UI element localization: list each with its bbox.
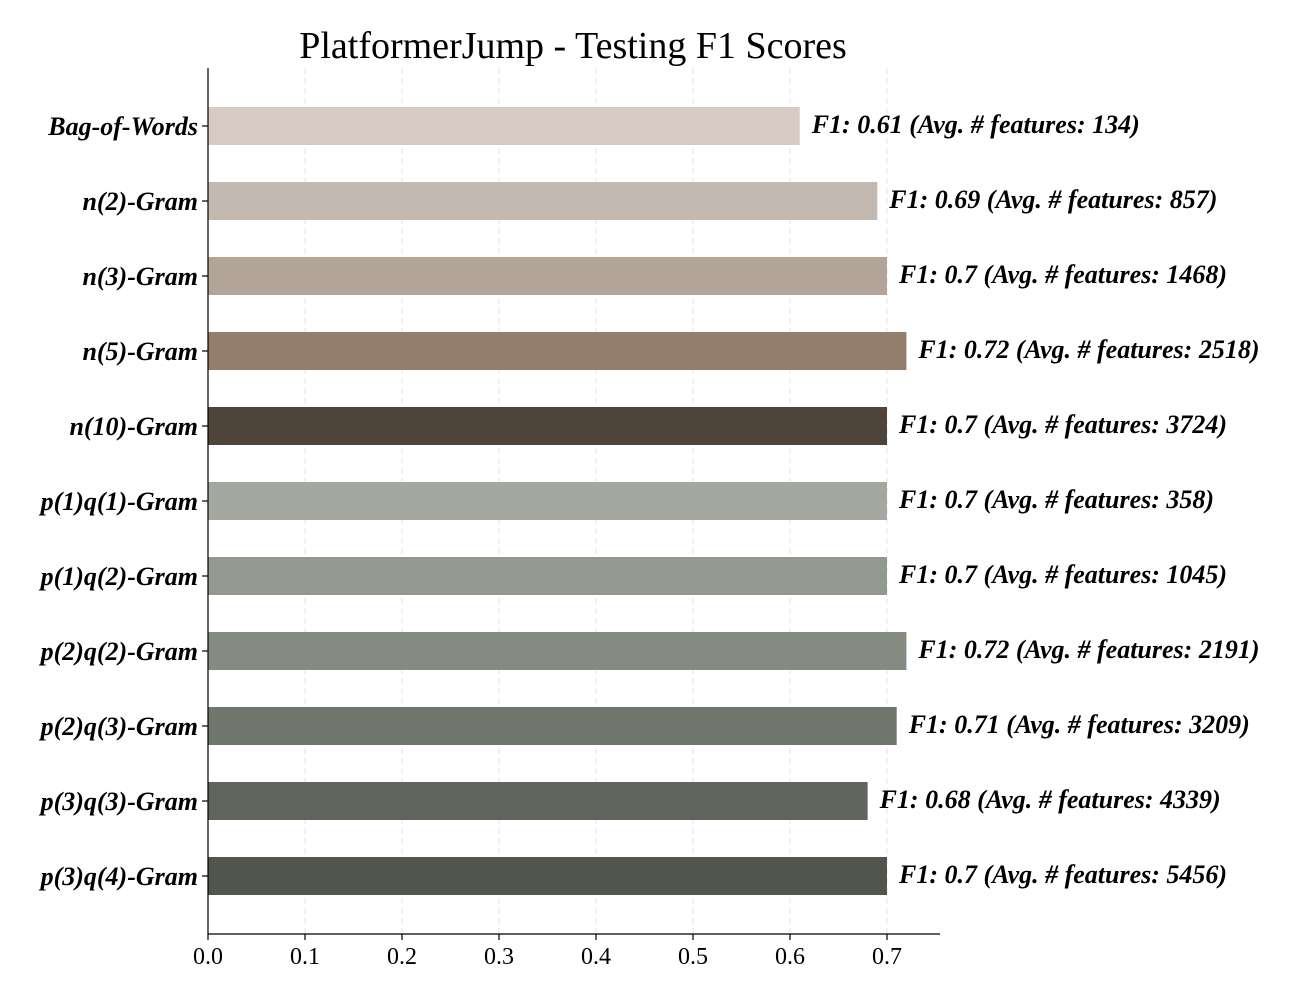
data-label: F1: 0.72 (Avg. # features: 2191): [917, 635, 1259, 664]
x-tick-label: 0.0: [193, 944, 223, 970]
bars: [208, 107, 907, 895]
category-label: n(10)-Gram: [69, 412, 198, 441]
data-label: F1: 0.7 (Avg. # features: 1468): [898, 260, 1227, 289]
category-label: n(3)-Gram: [82, 262, 198, 291]
category-label: n(2)-Gram: [82, 187, 198, 216]
category-label: p(3)q(4)-Gram: [39, 862, 198, 891]
category-label: p(1)q(2)-Gram: [39, 562, 198, 591]
bar: [208, 557, 887, 595]
x-tick-label: 0.3: [484, 944, 514, 970]
data-label: F1: 0.71 (Avg. # features: 3209): [908, 710, 1250, 739]
x-tick-label: 0.4: [581, 944, 611, 970]
category-label: n(5)-Gram: [82, 337, 198, 366]
x-tick-label: 0.5: [678, 944, 708, 970]
bar: [208, 782, 868, 820]
bar: [208, 857, 887, 895]
data-label: F1: 0.68 (Avg. # features: 4339): [879, 785, 1221, 814]
x-tick-label: 0.2: [387, 944, 417, 970]
x-tick-label: 0.7: [872, 944, 902, 970]
category-label: p(2)q(2)-Gram: [39, 637, 198, 666]
x-tick-label: 0.6: [775, 944, 805, 970]
category-label: p(3)q(3)-Gram: [39, 787, 198, 816]
x-ticks: 0.0 0.1 0.2 0.3 0.4 0.5 0.6 0.7: [193, 125, 902, 970]
data-label: F1: 0.7 (Avg. # features: 3724): [898, 410, 1227, 439]
data-label: F1: 0.69 (Avg. # features: 857): [888, 185, 1217, 214]
category-label: p(2)q(3)-Gram: [39, 712, 198, 741]
bar: [208, 407, 887, 445]
data-labels: F1: 0.61 (Avg. # features: 134) F1: 0.69 …: [811, 110, 1260, 889]
bar: [208, 632, 907, 670]
data-label: F1: 0.61 (Avg. # features: 134): [811, 110, 1140, 139]
category-label: Bag-of-Words: [47, 112, 198, 141]
chart-title: PlatformerJump - Testing F1 Scores: [299, 25, 847, 67]
bar: [208, 107, 800, 145]
bar: [208, 707, 897, 745]
category-label: p(1)q(1)-Gram: [39, 487, 198, 516]
bar: [208, 182, 878, 220]
bar: [208, 482, 887, 520]
data-label: F1: 0.72 (Avg. # features: 2518): [917, 335, 1259, 364]
data-label: F1: 0.7 (Avg. # features: 358): [898, 485, 1214, 514]
data-label: F1: 0.7 (Avg. # features: 1045): [898, 560, 1227, 589]
data-label: F1: 0.7 (Avg. # features: 5456): [898, 860, 1227, 889]
bar: [208, 257, 887, 295]
bar: [208, 332, 907, 370]
x-tick-label: 0.1: [290, 944, 320, 970]
category-labels: Bag-of-Words n(2)-Gram n(3)-Gram n(5)-Gram n…: [39, 112, 198, 891]
